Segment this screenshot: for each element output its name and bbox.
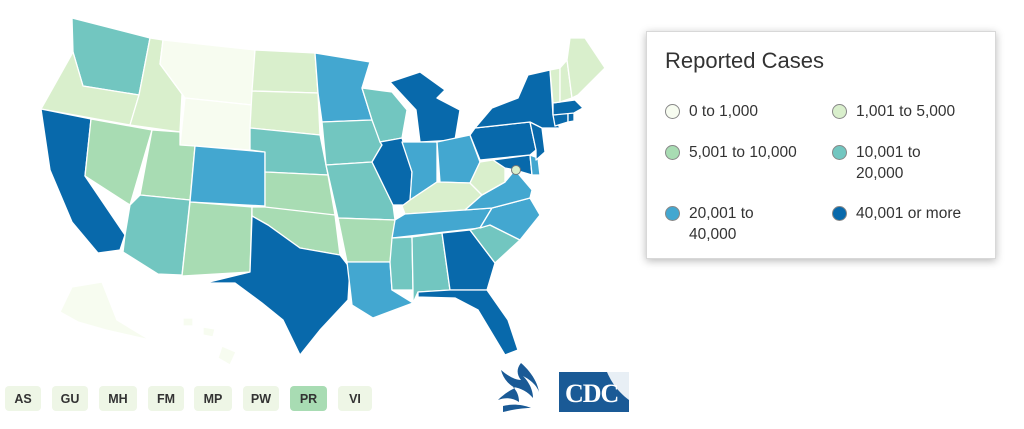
state-tx[interactable] [204, 215, 351, 356]
legend-swatch [665, 145, 680, 160]
state-ny[interactable] [474, 69, 561, 129]
territory-button-as[interactable]: AS [5, 386, 41, 411]
state-wa[interactable] [71, 17, 151, 96]
state-ma[interactable] [552, 99, 584, 116]
legend-label: 1,001 to 5,000 [856, 103, 956, 120]
hhs-eagle-logo [498, 363, 539, 412]
legend-label: 20,001 to 40,000 [689, 205, 754, 243]
legend-item: 1,001 to 5,000 [832, 101, 972, 122]
legend-swatch [665, 104, 680, 119]
legend-label: 5,001 to 10,000 [689, 144, 797, 161]
legend-label: 0 to 1,000 [689, 103, 758, 120]
state-co[interactable] [189, 145, 266, 207]
legend-label: 40,001 or more [856, 205, 962, 222]
territory-button-pw[interactable]: PW [243, 386, 279, 411]
state-mn[interactable] [314, 52, 373, 123]
state-ak[interactable] [59, 281, 151, 341]
legend-item: 40,001 or more [832, 203, 982, 224]
territory-button-mh[interactable]: MH [99, 386, 137, 411]
state-ar[interactable] [337, 217, 396, 263]
territory-button-gu[interactable]: GU [52, 386, 88, 411]
state-me[interactable] [566, 37, 606, 99]
cdc-logo: CDC [559, 372, 629, 412]
state-ia[interactable] [321, 119, 383, 166]
state-az[interactable] [122, 194, 191, 276]
state-mo[interactable] [325, 161, 396, 221]
legend-item: 5,001 to 10,000 [665, 142, 825, 163]
state-nm[interactable] [181, 201, 253, 277]
territory-button-vi[interactable]: VI [338, 386, 372, 411]
legend-item: 0 to 1,000 [665, 101, 805, 122]
state-fl[interactable] [417, 289, 519, 356]
state-hi[interactable] [182, 317, 237, 366]
map-legend: Reported Cases 0 to 1,000 1,001 to 5,000… [646, 31, 996, 259]
state-mi[interactable] [389, 71, 461, 143]
state-ms[interactable] [389, 236, 414, 291]
us-choropleth-map [40, 17, 606, 366]
svg-text:CDC: CDC [565, 379, 618, 408]
state-de[interactable] [529, 154, 541, 176]
legend-swatch [665, 206, 680, 221]
territory-button-mp[interactable]: MP [194, 386, 232, 411]
state-wy[interactable] [179, 97, 253, 151]
legend-item: 10,001 to 20,000 [832, 142, 932, 184]
legend-swatch [832, 206, 847, 221]
legend-swatch [832, 145, 847, 160]
legend-item: 20,001 to 40,000 [665, 203, 765, 245]
territory-button-pr[interactable]: PR [290, 386, 327, 411]
legend-title: Reported Cases [665, 48, 824, 73]
legend-swatch [832, 104, 847, 119]
territory-button-fm[interactable]: FM [148, 386, 184, 411]
state-dc[interactable] [511, 165, 521, 175]
state-ri[interactable] [567, 112, 575, 123]
state-nd[interactable] [251, 49, 319, 94]
state-ga[interactable] [441, 229, 496, 291]
legend-label: 10,001 to 20,000 [856, 144, 921, 182]
